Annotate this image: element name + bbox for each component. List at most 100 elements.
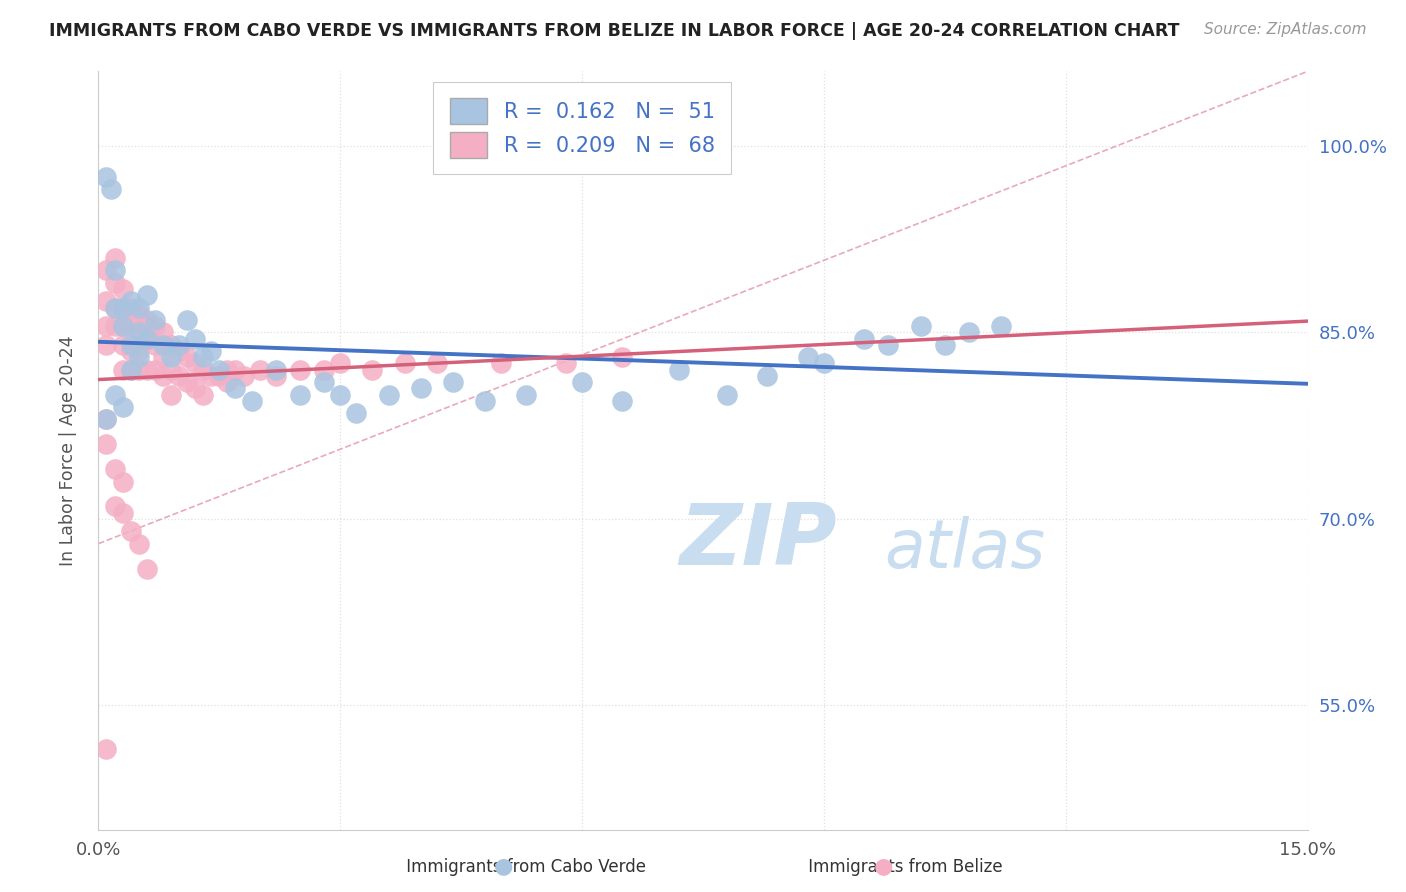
Point xyxy=(96,437,118,451)
Point xyxy=(96,169,118,184)
Point xyxy=(152,350,174,364)
Point xyxy=(184,356,207,370)
Point xyxy=(288,362,311,376)
Point xyxy=(120,362,142,376)
Point xyxy=(612,350,634,364)
Point xyxy=(96,412,118,426)
Point xyxy=(990,319,1012,334)
Point xyxy=(128,307,150,321)
Text: Source: ZipAtlas.com: Source: ZipAtlas.com xyxy=(1204,22,1367,37)
Legend: R =  0.162   N =  51, R =  0.209   N =  68: R = 0.162 N = 51, R = 0.209 N = 68 xyxy=(433,82,731,174)
Point xyxy=(314,362,336,376)
Text: atlas: atlas xyxy=(884,516,1046,582)
Text: IMMIGRANTS FROM CABO VERDE VS IMMIGRANTS FROM BELIZE IN LABOR FORCE | AGE 20-24 : IMMIGRANTS FROM CABO VERDE VS IMMIGRANTS… xyxy=(49,22,1180,40)
Point xyxy=(111,319,134,334)
Point xyxy=(853,332,876,346)
Point xyxy=(111,301,134,315)
Point xyxy=(409,381,432,395)
Point xyxy=(135,362,157,376)
Point xyxy=(152,326,174,340)
Point xyxy=(515,387,537,401)
Point xyxy=(96,338,118,352)
Point xyxy=(128,326,150,340)
Point xyxy=(571,375,593,389)
Point xyxy=(111,338,134,352)
Point xyxy=(249,362,271,376)
Point xyxy=(314,375,336,389)
Point xyxy=(361,362,384,376)
Point xyxy=(176,350,198,364)
Point xyxy=(111,506,134,520)
Point xyxy=(135,313,157,327)
Point xyxy=(143,313,166,327)
Point xyxy=(103,301,125,315)
Point xyxy=(184,381,207,395)
Point xyxy=(217,375,239,389)
Point xyxy=(103,276,125,290)
Point xyxy=(329,356,352,370)
Point xyxy=(264,362,287,376)
Point xyxy=(184,332,207,346)
Point xyxy=(120,344,142,359)
Point xyxy=(426,356,449,370)
Point xyxy=(394,356,416,370)
Point xyxy=(224,381,246,395)
Point xyxy=(957,326,980,340)
Point xyxy=(100,182,122,196)
Point xyxy=(103,462,125,476)
Point xyxy=(264,368,287,383)
Point xyxy=(120,294,142,309)
Text: Immigrants from Cabo Verde: Immigrants from Cabo Verde xyxy=(380,858,647,876)
Point xyxy=(224,362,246,376)
Point xyxy=(111,400,134,414)
Point xyxy=(103,263,125,277)
Point xyxy=(96,294,118,309)
Text: Immigrants from Belize: Immigrants from Belize xyxy=(783,858,1002,876)
Point xyxy=(120,362,142,376)
Point xyxy=(200,344,222,359)
Text: ZIP: ZIP xyxy=(679,500,837,583)
Point xyxy=(716,387,738,401)
Point xyxy=(377,387,399,401)
Point xyxy=(208,362,231,376)
Point xyxy=(103,301,125,315)
Point xyxy=(103,251,125,265)
Point xyxy=(240,393,263,408)
Point xyxy=(208,368,231,383)
Point xyxy=(135,332,157,346)
Point xyxy=(111,319,134,334)
Point xyxy=(797,350,820,364)
Point xyxy=(167,368,190,383)
Point xyxy=(160,362,183,376)
Point xyxy=(120,301,142,315)
Point xyxy=(612,393,634,408)
Point xyxy=(176,313,198,327)
Point xyxy=(329,387,352,401)
Point xyxy=(143,338,166,352)
Point xyxy=(167,338,190,352)
Point xyxy=(934,338,956,352)
Point xyxy=(128,537,150,551)
Point xyxy=(668,362,690,376)
Point xyxy=(756,368,779,383)
Point xyxy=(193,350,215,364)
Point xyxy=(96,412,118,426)
Point xyxy=(176,375,198,389)
Point xyxy=(96,741,118,756)
Point xyxy=(128,301,150,315)
Point xyxy=(167,344,190,359)
Point xyxy=(120,338,142,352)
Point xyxy=(128,344,150,359)
Point xyxy=(128,350,150,364)
Point xyxy=(143,362,166,376)
Point xyxy=(120,319,142,334)
Point xyxy=(152,368,174,383)
Point xyxy=(128,326,150,340)
Point xyxy=(111,282,134,296)
Point xyxy=(143,319,166,334)
Point xyxy=(877,338,900,352)
Point xyxy=(103,500,125,514)
Point xyxy=(217,362,239,376)
Point xyxy=(135,561,157,575)
Point xyxy=(813,356,835,370)
